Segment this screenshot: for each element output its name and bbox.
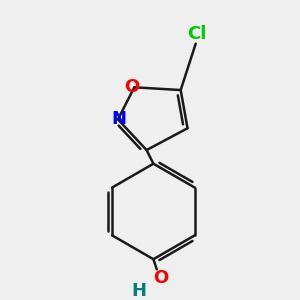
Text: O: O	[124, 78, 139, 96]
Text: O: O	[153, 269, 169, 287]
Text: N: N	[112, 110, 127, 128]
Text: Cl: Cl	[187, 25, 206, 43]
Text: H: H	[132, 282, 147, 300]
